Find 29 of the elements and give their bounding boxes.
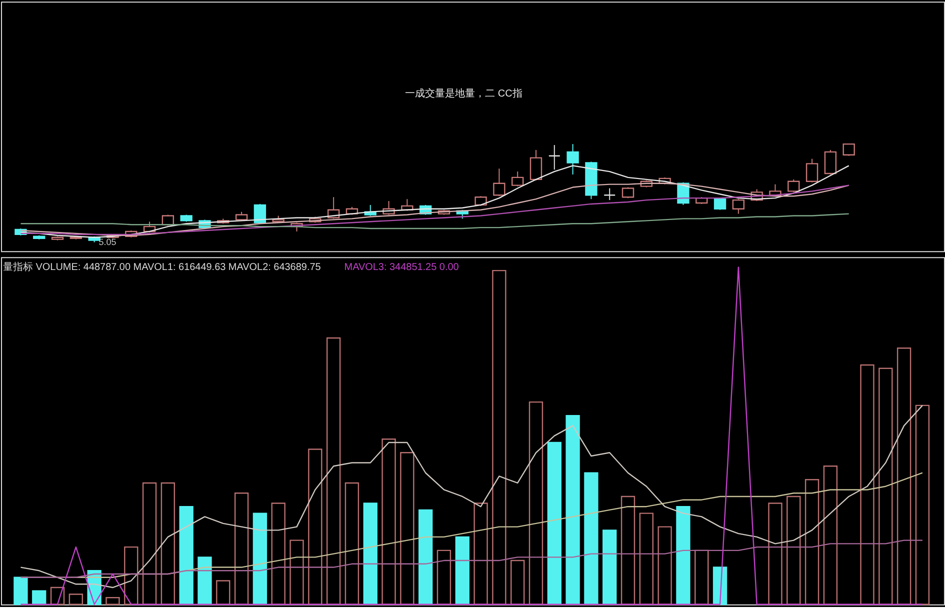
annotation: 5.05 — [98, 237, 116, 248]
bar — [32, 590, 46, 605]
bar — [252, 512, 268, 605]
candlestick — [732, 198, 745, 214]
bar — [566, 414, 580, 605]
candlestick — [474, 196, 487, 206]
candlestick — [806, 158, 818, 183]
candlestick — [788, 178, 800, 193]
bar — [363, 502, 378, 605]
candlestick — [530, 149, 542, 181]
candlestick — [566, 144, 579, 175]
candlestick — [512, 171, 524, 187]
bar — [547, 442, 562, 605]
candlestick — [842, 143, 855, 156]
bar — [712, 566, 728, 605]
bar — [676, 506, 690, 605]
bar — [179, 506, 194, 605]
bar — [418, 509, 433, 605]
candlestick — [493, 168, 506, 197]
bar — [584, 472, 598, 605]
annotation: 量指标 VOLUME: 448787.00 MAVOL1: 616449.63 MAVOL2: 643689.75 — [2, 261, 322, 274]
bar — [602, 530, 617, 605]
candlestick — [604, 188, 616, 201]
text: 一成交量是地量，二 CC指 — [405, 87, 522, 100]
bar — [198, 556, 212, 605]
bar — [455, 536, 470, 605]
candlestick — [824, 149, 837, 175]
bar — [14, 576, 28, 605]
annotation: MAVOL3: 344851.25 0.00 — [344, 262, 460, 274]
